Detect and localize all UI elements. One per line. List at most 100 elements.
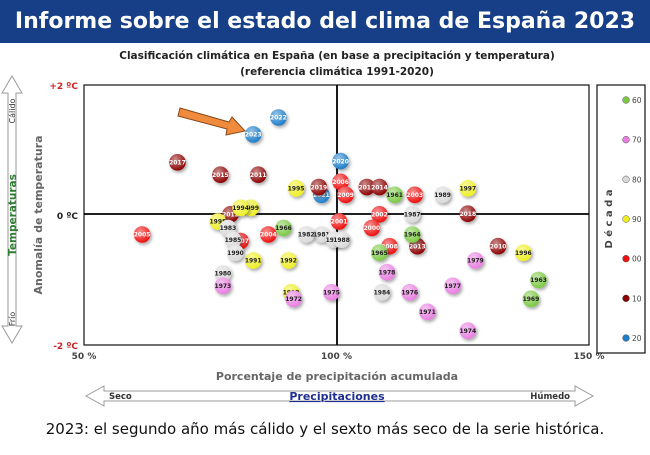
point-label-2004: 2004	[260, 232, 277, 239]
point-label-2012: 2012	[222, 212, 239, 219]
point-label-1996: 1996	[515, 250, 532, 257]
warm-label: Cálido	[8, 98, 17, 123]
x-tick-label-1: 100 %	[321, 352, 352, 362]
point-glow-1971	[419, 303, 436, 321]
temperature-axis-label: Temperaturas	[7, 174, 19, 256]
point-label-2023: 2023	[245, 132, 262, 139]
point-label-2001: 2001	[331, 219, 348, 226]
y-tick-label-1: 0 ºC	[57, 212, 78, 222]
point-label-1991: 1991	[245, 258, 262, 265]
legend-marker-80	[622, 175, 630, 183]
point-glow-1969	[522, 290, 540, 308]
point-label-1964: 1964	[404, 232, 421, 239]
point-label-2016: 2016	[358, 184, 375, 191]
point-glow-2005	[133, 226, 151, 243]
point-label-2003: 2003	[406, 192, 423, 199]
point-glow-2000	[363, 219, 381, 237]
legend-label-90: 90	[632, 215, 642, 224]
point-glow-2011	[249, 166, 267, 183]
point-glow-1989	[434, 186, 451, 204]
point-label-2018: 2018	[459, 211, 476, 218]
point-glow-2009	[337, 186, 354, 204]
highlight-arrow	[177, 107, 246, 136]
point-label-1973: 1973	[215, 283, 232, 290]
y-tick-label-0: +2 ºC	[49, 82, 78, 92]
point-glow-1981	[313, 226, 330, 243]
point-glow-1972	[285, 290, 302, 308]
point-label-1966: 1966	[275, 225, 292, 232]
point-label-2002: 2002	[371, 212, 388, 219]
cold-label: Frío	[8, 312, 17, 327]
point-glow-1982	[297, 226, 315, 243]
legend-box	[596, 84, 646, 354]
point-label-1971: 1971	[419, 309, 436, 316]
point-glow-1992	[280, 252, 297, 269]
point-label-1980: 1980	[215, 271, 232, 278]
point-glow-2014	[371, 178, 388, 196]
title-banner: Informe sobre el estado del clima de Esp…	[0, 0, 650, 43]
point-glow-1965	[371, 244, 388, 261]
point-label-1977: 1977	[444, 283, 461, 290]
x-axis-title: Porcentaje de precipitación acumulada	[216, 370, 458, 383]
point-label-1990: 1990	[227, 250, 244, 257]
point-label-1969: 1969	[523, 296, 540, 303]
point-label-2000: 2000	[363, 225, 380, 232]
wet-label: Húmedo	[530, 392, 570, 402]
chart-subtitle: (referencia climática 1991-2020)	[240, 66, 434, 78]
point-glow-1985	[224, 231, 242, 248]
point-label-1983: 1983	[220, 225, 237, 232]
point-glow-1979	[467, 252, 484, 269]
data-points: 2022 2023 2020 2021 2017 2015 2011 2019 20162014…	[133, 109, 547, 340]
point-glow-2001	[330, 213, 348, 230]
decade-legend: D é c a d a 60 70 80 90 00 10 20	[596, 84, 646, 354]
y-tick-label-2: -2 ºC	[53, 342, 78, 352]
point-label-2019: 2019	[310, 184, 327, 191]
point-glow-1994	[232, 199, 249, 217]
x-tick-label-2: 150 %	[574, 352, 605, 362]
point-label-1999: 1999	[242, 205, 259, 212]
point-label-2010: 2010	[490, 243, 507, 250]
point-label-1963: 1963	[530, 277, 547, 284]
point-glow-1991	[244, 252, 262, 269]
point-label-1982: 1982	[298, 232, 315, 239]
point-label-2014: 2014	[371, 184, 388, 191]
caption: 2023: el segundo año más cálido y el sex…	[45, 420, 605, 438]
legend-label-20: 20	[632, 334, 642, 343]
climate-chart: Clasificación climática en España (en ba…	[1, 50, 646, 407]
precipitation-arrow: Seco Precipitaciones Húmedo	[84, 385, 595, 407]
point-glow-1974	[459, 322, 477, 340]
point-glow-1996	[515, 244, 532, 261]
point-glow-2003	[406, 186, 424, 204]
point-glow-1964	[403, 226, 421, 243]
dry-label: Seco	[109, 392, 132, 402]
point-label-1984: 1984	[374, 290, 391, 297]
point-label-2021: 2021	[313, 192, 330, 199]
point-label-1995: 1995	[288, 186, 305, 193]
legend-title: D é c a d a	[603, 189, 615, 248]
point-glow-1997	[459, 180, 477, 197]
point-label-2006: 2006	[332, 179, 349, 186]
point-label-1985: 1985	[225, 237, 242, 244]
point-label-1961: 1961	[386, 192, 403, 199]
point-glow-2015	[212, 166, 229, 183]
point-glow-1980	[214, 265, 232, 282]
point-label-1981: 1981	[313, 232, 330, 239]
point-label-1989: 1989	[434, 192, 451, 199]
point-glow-1987	[403, 206, 421, 223]
point-label-2022: 2022	[270, 115, 287, 122]
point-label-1988: 1988	[333, 237, 350, 244]
point-label-1976: 1976	[401, 290, 418, 297]
point-glow-2002	[371, 206, 388, 223]
temperature-arrow: Cálido Temperaturas Frío	[1, 75, 23, 344]
point-glow-2010	[489, 237, 507, 255]
report-title: Informe sobre el estado del clima de Esp…	[14, 9, 636, 34]
legend-label-10: 10	[632, 294, 642, 303]
precipitation-axis-label: Precipitaciones	[289, 390, 385, 403]
chart-title: Clasificación climática en España (en ba…	[119, 50, 555, 62]
point-label-2013: 2013	[409, 243, 426, 250]
legend-marker-70	[622, 136, 630, 144]
point-glow-2006	[332, 173, 349, 191]
legend-marker-10	[622, 294, 630, 302]
point-label-1997: 1997	[459, 186, 476, 193]
point-label-1987: 1987	[404, 212, 421, 219]
